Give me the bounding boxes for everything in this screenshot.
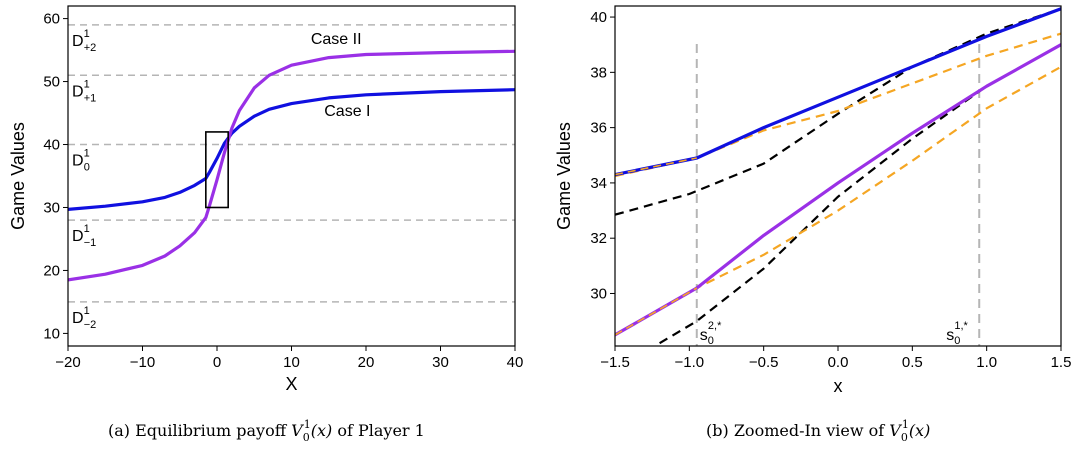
y-tick-label: 40 [590, 9, 607, 26]
series-line-7 [615, 287, 698, 336]
series-line-2 [615, 32, 1061, 178]
x-tick-label: −20 [55, 354, 80, 371]
y-tick-label: 20 [43, 262, 60, 279]
series-line-4 [615, 7, 1061, 177]
y-tick-label: 30 [590, 285, 607, 302]
panel-b-chart: s02,* s01,* −1.5 −1.0 −0.5 0.0 0.5 1.0 1.5 30 32… [554, 5, 1072, 444]
plot-frame-a [67, 5, 516, 347]
x-tick-label: 0 [213, 354, 221, 371]
x-tick-label: 0.5 [902, 354, 923, 371]
hline-label-3: D1 −1 [72, 223, 96, 249]
hline-label-0: D1 +2 [72, 28, 96, 54]
x-axis-label-b: x [834, 376, 843, 396]
series-line-1 [68, 49, 515, 282]
series-line-1 [659, 43, 1061, 345]
x-tick-label: −0.5 [749, 354, 779, 371]
x-tick-label: 30 [432, 354, 449, 371]
series-line-5 [615, 43, 1061, 337]
y-tick-label: 34 [590, 175, 607, 192]
x-tick-label: 20 [358, 354, 375, 371]
y-tick-label: 50 [43, 74, 60, 91]
case-annotation-1: Case I [324, 103, 370, 120]
series-line-3 [615, 65, 1061, 336]
x-tick-label: 40 [507, 354, 524, 371]
vline-label-0: s02,* [700, 320, 722, 347]
hline-label-1: D1 +1 [72, 78, 96, 104]
y-axis-label-a: Game Values [8, 122, 28, 230]
vline-label-1: s01,* [946, 320, 968, 347]
y-tick-label: 38 [590, 64, 607, 81]
case-annotation-0: Case II [311, 31, 362, 48]
zoom-box [205, 131, 229, 209]
hline-label-2: D1 0 [72, 148, 90, 174]
x-tick-label: 0.0 [828, 354, 849, 371]
y-axis-label-b: Game Values [554, 122, 574, 230]
x-tick-label: 1.0 [976, 354, 997, 371]
x-axis-label-a: X [285, 374, 297, 394]
x-tick-label: 10 [283, 354, 300, 371]
x-tick-label: −1.0 [675, 354, 705, 371]
series-line-6 [615, 157, 697, 176]
y-tick-label: 10 [43, 325, 60, 342]
y-tick-label: 36 [590, 120, 607, 137]
series-line-0 [68, 88, 515, 211]
caption-a: (a) Equilibrium payoff V01(x) of Player … [108, 418, 425, 444]
y-tick-label: 40 [43, 137, 60, 154]
y-tick-label: 30 [43, 199, 60, 216]
x-tick-label: 1.5 [1051, 354, 1072, 371]
y-tick-label: 32 [590, 230, 607, 247]
hline-label-4: D1 −2 [72, 305, 96, 331]
caption-b: (b) Zoomed-In view of V01(x) [706, 418, 930, 444]
panel-a-chart: D1 +2 D1 +1 D1 0 D1 −1 D1 −2 Case II Case I −20 −10… [8, 5, 524, 444]
series-line-0 [615, 7, 1061, 216]
y-tick-label: 60 [43, 11, 60, 28]
x-tick-label: −1.5 [600, 354, 630, 371]
x-tick-label: −10 [130, 354, 155, 371]
